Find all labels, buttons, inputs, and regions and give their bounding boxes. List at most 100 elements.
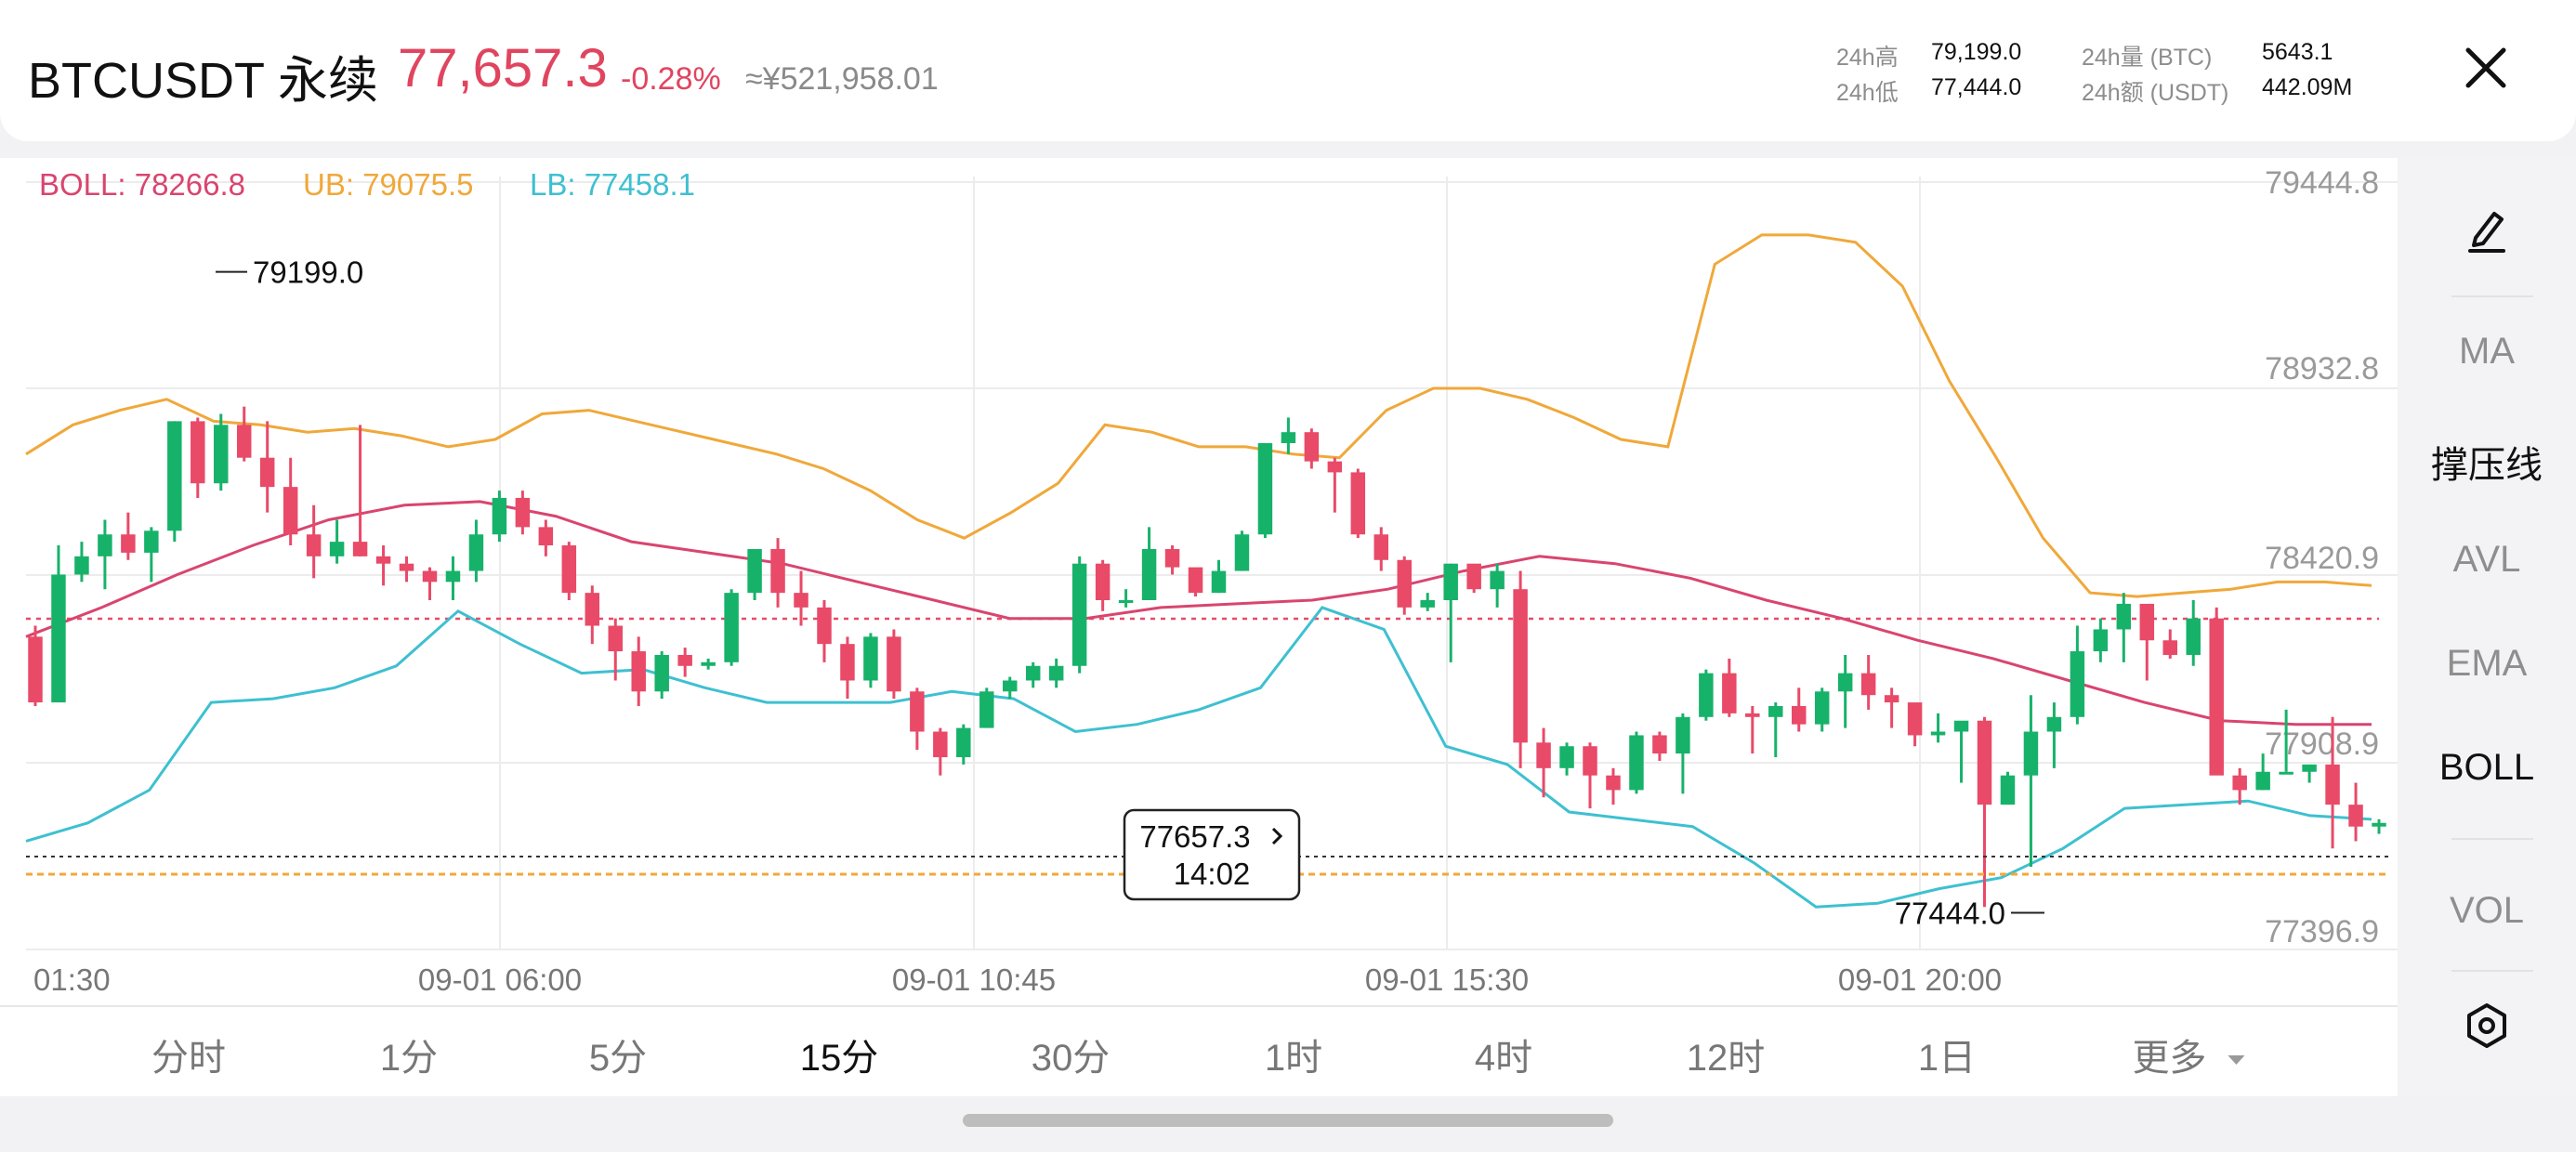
settings-icon [2467, 1003, 2506, 1048]
candle-body [1536, 742, 1551, 768]
chevron-right-icon [1271, 827, 1283, 845]
draw-tool-button[interactable] [2459, 201, 2515, 256]
indicator-support-resistance[interactable]: 撑压线 [2431, 445, 2543, 486]
candle-body [1792, 705, 1807, 725]
candle-body [2070, 651, 2085, 717]
pencil-icon [2468, 212, 2505, 253]
stat-24h-low-value: 77,444.0 [1931, 74, 2021, 101]
change-percent: -0.28% [621, 61, 721, 97]
candle-body [1466, 563, 1481, 590]
candle-body [468, 534, 484, 571]
last-price: 77,657.3 [398, 38, 608, 98]
tabs-divider [0, 1005, 2398, 1007]
candle-body [375, 556, 391, 564]
candle-body [1722, 673, 1737, 713]
candle-body [887, 636, 901, 692]
candle-body [747, 548, 762, 594]
candle-body [492, 497, 507, 535]
current-price-tag[interactable] [1123, 808, 1301, 901]
candle-body [2046, 716, 2062, 732]
candle-body [74, 556, 89, 575]
stat-label: 24h高 [1836, 45, 1899, 71]
candle-body [1559, 746, 1574, 768]
time-axis-label: 01:30 [33, 962, 111, 997]
candlestick-chart[interactable]: 79444.8 78932.8 78420.9 77908.9 77396.9 01:30… [0, 158, 2398, 1003]
candle-body [770, 548, 785, 594]
candle-body [1071, 563, 1087, 666]
candle-body [167, 421, 182, 531]
indicator-vol[interactable]: VOL [2449, 890, 2525, 931]
candle-body [1884, 695, 1899, 703]
stat-24h-vol-usdt-value: 442.09M [2262, 74, 2352, 101]
candle-body [445, 570, 461, 583]
stat-value: 77,444.0 [1931, 74, 2022, 100]
legend-ub: UB: 79075.5 [303, 167, 473, 202]
cny-price: ≈¥521,958.01 [745, 61, 939, 97]
candle-body [1652, 735, 1667, 754]
candle-body [1953, 720, 1969, 732]
tab-1h[interactable]: 1时 [1264, 1038, 1323, 1079]
candle-body [2023, 731, 2039, 776]
countdown-label: 14:02 [1174, 857, 1251, 891]
tab-15m[interactable]: 15分 [799, 1038, 879, 1079]
caret-down-icon [2228, 1055, 2245, 1066]
header: BTCUSDT 永续 77,657.3 -0.28% ≈¥521,958.01 … [0, 0, 2576, 141]
legend-boll: BOLL: 78266.8 [39, 167, 245, 202]
tab-5m[interactable]: 5分 [588, 1038, 648, 1079]
divider [2451, 970, 2533, 972]
indicator-ma[interactable]: MA [2459, 331, 2515, 372]
indicator-ema[interactable]: EMA [2446, 643, 2528, 684]
symbol-title[interactable]: BTCUSDT 永续 [28, 53, 379, 109]
candle-body [585, 593, 600, 626]
candle-body [1860, 673, 1876, 696]
candle-body [1257, 442, 1273, 535]
stat-label: 24h量 (BTC) [2082, 45, 2213, 71]
candle-body [910, 691, 925, 732]
stat-24h-high-value: 79,199.0 [1931, 39, 2021, 66]
low-price-label: 77444.0 [1895, 896, 2005, 930]
candle-body [1373, 534, 1389, 560]
boll-lower-line [25, 606, 2372, 909]
candle-body [1141, 548, 1157, 601]
tab-30m[interactable]: 30分 [1031, 1038, 1111, 1079]
candle-body [1977, 720, 1992, 805]
settings-button[interactable] [2459, 998, 2515, 1054]
candle-body [538, 527, 554, 546]
stat-value: 5643.1 [2262, 39, 2333, 65]
candle-body [2279, 771, 2293, 775]
candle-body [1025, 665, 1041, 681]
candle-body [631, 651, 646, 692]
tab-4h[interactable]: 4时 [1474, 1038, 1533, 1079]
tab-more-label: 更多 [2132, 1038, 2207, 1079]
candle-body [51, 574, 66, 703]
time-axis-label: 09-01 10:45 [892, 962, 1056, 997]
candle-body [329, 542, 345, 556]
candle-body [1745, 713, 1760, 717]
candle-body [515, 497, 531, 528]
tab-timeshare[interactable]: 分时 [151, 1038, 226, 1079]
indicator-avl[interactable]: AVL [2452, 539, 2521, 580]
candle-body [306, 534, 322, 556]
candle-body [1837, 673, 1853, 692]
candle-body [191, 421, 205, 484]
candle-body [1304, 432, 1320, 462]
candle-body [1327, 461, 1343, 473]
candle-body [2209, 618, 2224, 776]
indicator-boll[interactable]: BOLL [2438, 747, 2535, 788]
price-axis-label: 77396.9 [2265, 914, 2379, 949]
tab-more[interactable]: 更多 [2132, 1028, 2246, 1081]
close-button[interactable] [2453, 35, 2518, 100]
tab-12h[interactable]: 12时 [1686, 1038, 1766, 1079]
price-axis-label: 79444.8 [2265, 165, 2379, 201]
candle-body [2093, 629, 2109, 652]
stat-24h-high: 24h高 [1836, 39, 1899, 72]
candle-body [724, 593, 739, 662]
boll-mid-line [25, 500, 2372, 727]
candle-body [701, 661, 716, 666]
divider [2451, 295, 2533, 297]
tab-1d[interactable]: 1日 [1917, 1038, 1977, 1079]
tab-1m[interactable]: 1分 [379, 1038, 439, 1079]
divider [2451, 838, 2533, 840]
candle-body [236, 425, 252, 458]
candle-body [121, 534, 136, 553]
